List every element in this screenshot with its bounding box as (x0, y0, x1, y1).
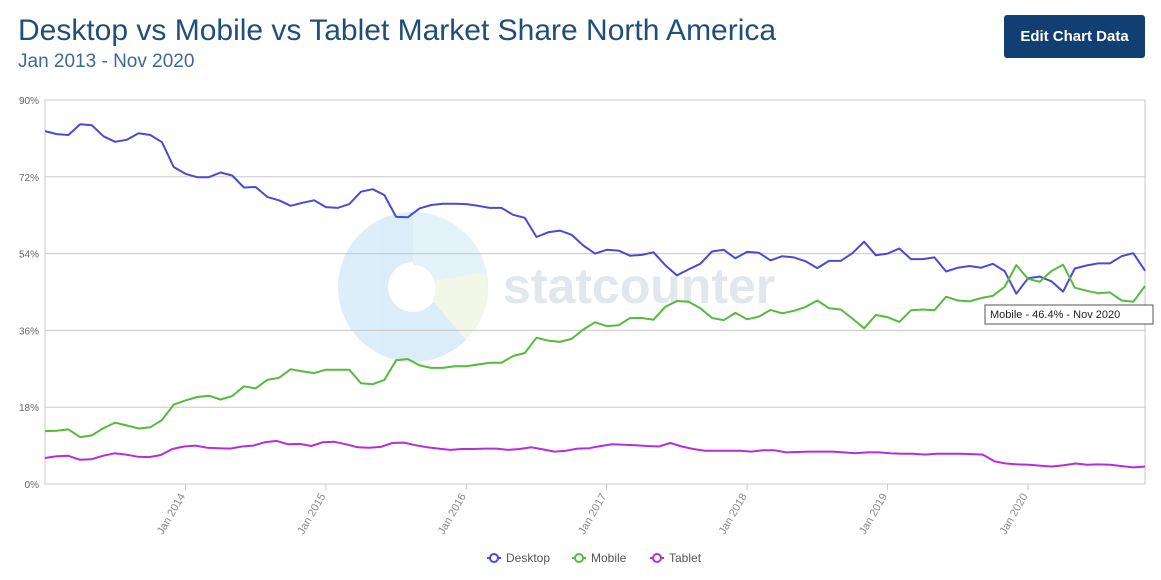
y-tick-label: 18% (19, 403, 39, 414)
chart-title: Desktop vs Mobile vs Tablet Market Share… (18, 14, 777, 47)
x-tick-label: Jan 2017 (576, 492, 609, 537)
series-lines (44, 123, 1146, 469)
y-tick-label: 90% (19, 96, 39, 107)
y-tick-label: 54% (19, 250, 39, 261)
x-tick-label: Jan 2018 (717, 492, 750, 537)
x-tick-label: Jan 2016 (436, 492, 469, 537)
legend-label-mobile[interactable]: Mobile (591, 551, 627, 565)
y-tick-label: 0% (25, 480, 40, 491)
y-axis: 0% 18% 36% 54% 72% 90% (19, 96, 39, 491)
tooltip-text: Mobile - 46.4% - Nov 2020 (990, 309, 1120, 321)
y-tick-label: 72% (19, 173, 39, 184)
watermark-text: statcounter (503, 258, 775, 314)
series-line-desktop (44, 123, 1146, 295)
statcounter-watermark: statcounter (338, 212, 775, 362)
legend-label-tablet[interactable]: Tablet (669, 551, 702, 565)
tooltip: Mobile - 46.4% - Nov 2020 (984, 304, 1154, 325)
series-line-mobile (44, 263, 1146, 439)
plot-area (44, 99, 1146, 485)
legend-marker-tablet (652, 553, 662, 563)
legend: Desktop Mobile Tablet (487, 551, 702, 565)
legend-marker-desktop (489, 553, 499, 563)
edit-chart-data-button[interactable]: Edit Chart Data (1004, 15, 1145, 58)
y-tick-label: 36% (19, 326, 39, 337)
x-tick-label: Jan 2020 (998, 492, 1031, 537)
legend-label-desktop[interactable]: Desktop (506, 551, 550, 565)
chart-subtitle: Jan 2013 - Nov 2020 (18, 51, 195, 72)
x-tick-label: Jan 2014 (155, 492, 188, 537)
x-tick-label: Jan 2015 (295, 492, 328, 537)
legend-marker-mobile (574, 553, 584, 563)
series-line-tablet (44, 439, 1146, 469)
x-tick-label: Jan 2019 (857, 492, 890, 537)
x-axis: Jan 2014 Jan 2015 Jan 2016 Jan 2017 Jan 2018… (155, 484, 1031, 537)
